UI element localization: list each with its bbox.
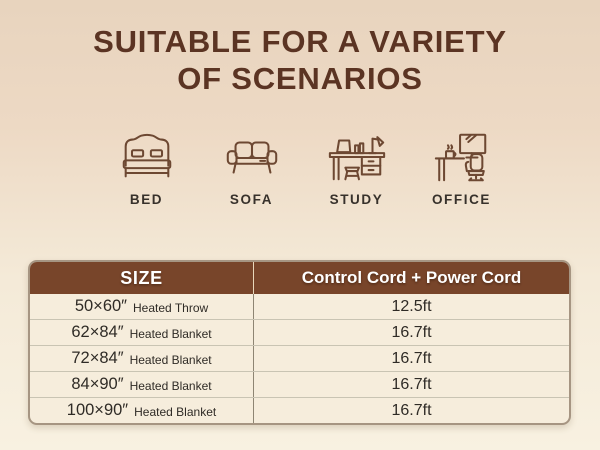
size-value: 62×84″ — [71, 323, 124, 341]
product-type: Heated Throw — [133, 300, 209, 315]
product-type: Heated Blanket — [134, 404, 217, 419]
size-cell: 72×84″ Heated Blanket — [30, 346, 254, 371]
size-value: 50×60″ — [74, 297, 128, 315]
size-table: SIZE Control Cord + Power Cord 50×60″ He… — [28, 260, 571, 425]
size-table-body: 50×60″ Heated Throw 12.5ft 62×84″ Heated… — [30, 294, 569, 423]
size-table-header: SIZE Control Cord + Power Cord — [30, 262, 569, 294]
size-value: 84×90″ — [71, 375, 124, 393]
scenario-sofa-label: SOFA — [229, 192, 274, 207]
cord-length: 16.7ft — [391, 349, 432, 367]
table-row: 84×90″ Heated Blanket 16.7ft — [30, 371, 569, 397]
header-size: SIZE — [30, 262, 254, 294]
header-cord: Control Cord + Power Cord — [301, 268, 522, 287]
scenario-study: STUDY — [325, 129, 389, 207]
scenario-office-label: OFFICE — [431, 192, 492, 207]
product-type: Heated Blanket — [129, 326, 212, 341]
scenario-office: OFFICE — [430, 129, 494, 207]
size-cell: 84×90″ Heated Blanket — [30, 372, 254, 397]
page-title-line1: SUITABLE FOR A VARIETY — [93, 24, 507, 59]
cord-length: 16.7ft — [391, 323, 432, 341]
scenario-bed-label: BED — [129, 192, 164, 207]
size-value: 72×84″ — [71, 349, 124, 367]
table-row: 100×90″ Heated Blanket 16.7ft — [30, 397, 569, 423]
scenario-bed: BED — [115, 129, 179, 207]
table-row: 62×84″ Heated Blanket 16.7ft — [30, 319, 569, 345]
page-title: SUITABLE FOR A VARIETY OF SCENARIOS — [0, 23, 600, 97]
scenario-study-label: STUDY — [329, 192, 384, 207]
product-type: Heated Blanket — [129, 352, 212, 367]
size-cell: 100×90″ Heated Blanket — [30, 398, 254, 423]
scenario-row: BED SOFA — [8, 129, 600, 207]
cord-length: 16.7ft — [391, 375, 432, 393]
cord-length: 12.5ft — [391, 297, 432, 315]
page-title-line2: OF SCENARIOS — [177, 61, 423, 96]
scenario-sofa: SOFA — [220, 129, 284, 207]
office-desk-icon — [434, 133, 486, 182]
cord-length: 16.7ft — [391, 401, 432, 419]
product-type: Heated Blanket — [129, 378, 212, 393]
table-row: 50×60″ Heated Throw 12.5ft — [30, 294, 569, 319]
sofa-icon — [226, 141, 277, 174]
table-row: 72×84″ Heated Blanket 16.7ft — [30, 345, 569, 371]
size-value: 100×90″ — [66, 401, 129, 419]
study-desk-icon — [328, 136, 385, 181]
size-cell: 50×60″ Heated Throw — [30, 294, 254, 319]
size-cell: 62×84″ Heated Blanket — [30, 320, 254, 345]
bed-icon — [122, 133, 171, 178]
